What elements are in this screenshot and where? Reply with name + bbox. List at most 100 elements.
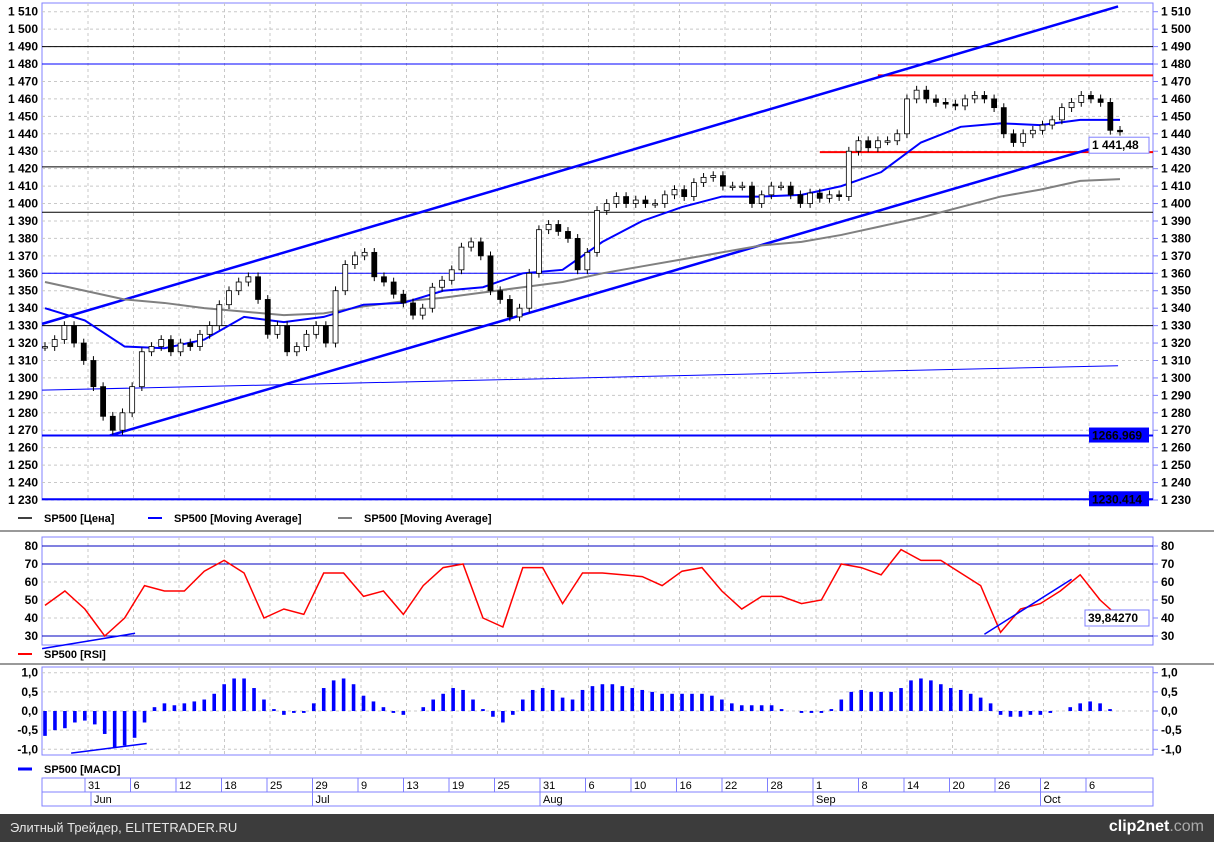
macd-bar — [311, 703, 316, 711]
candle-body — [884, 140, 891, 143]
macd-bar — [670, 693, 674, 711]
macd-bar — [809, 711, 814, 713]
price-y-tick-right: 1 360 — [1161, 266, 1191, 280]
rsi-panel-frame — [41, 536, 1154, 646]
candle-body — [206, 325, 213, 335]
macd-y-tick-right: 0,5 — [1161, 685, 1178, 699]
candle-body — [845, 150, 852, 197]
rsi-y-tick-right: 50 — [1161, 593, 1175, 607]
candle-body — [681, 189, 688, 197]
macd-bar — [899, 688, 903, 711]
candle-body — [177, 342, 184, 353]
level-label: 1266.969 — [1092, 429, 1142, 443]
price-y-tick-right: 1 250 — [1161, 458, 1191, 472]
macd-bar — [879, 691, 883, 711]
long-moving-average-line — [44, 178, 1121, 317]
price-y-tick-left: 1 450 — [8, 109, 38, 123]
macd-bar — [242, 678, 246, 711]
date-tick-label: 22 — [725, 780, 737, 792]
clip2net-logo: clip2net.com — [1109, 818, 1204, 836]
candle-body — [778, 185, 784, 189]
macd-bar — [690, 693, 694, 711]
macd-bar — [1068, 707, 1073, 711]
macd-bar — [501, 711, 505, 723]
candle-body — [235, 281, 242, 292]
candle-body — [410, 302, 416, 316]
macd-bar — [491, 711, 495, 717]
candle-body — [138, 351, 145, 388]
candle-body — [632, 199, 639, 204]
macd-bar — [540, 688, 545, 711]
macd-bar — [192, 701, 197, 711]
price-y-tick-left: 1 440 — [8, 127, 38, 141]
candle-body — [971, 95, 978, 100]
price-y-tick-left: 1 310 — [8, 353, 38, 367]
candle-body — [245, 276, 252, 283]
date-tick-label: 16 — [680, 780, 692, 792]
price-y-tick-left: 1 460 — [8, 92, 38, 106]
candle-body — [690, 182, 697, 197]
candle-body — [574, 238, 581, 271]
price-y-tick-left: 1 490 — [8, 40, 38, 54]
candle-body — [1000, 107, 1007, 135]
month-label: Oct — [1044, 794, 1061, 806]
macd-bar — [341, 678, 346, 711]
macd-y-tick-right: -1,0 — [1161, 742, 1182, 756]
macd-bar — [92, 711, 97, 725]
candle-body — [381, 276, 387, 283]
candle-body — [390, 281, 397, 295]
macd-bar — [1038, 711, 1043, 715]
macd-y-tick-left: -1,0 — [17, 742, 38, 756]
candle-body — [836, 194, 843, 197]
macd-y-tick-right: 1,0 — [1161, 666, 1178, 680]
price-y-tick-left: 1 350 — [8, 284, 38, 298]
date-tick-label: 6 — [589, 780, 595, 792]
price-y-tick-left: 1 400 — [8, 197, 38, 211]
macd-bar — [650, 691, 654, 711]
candle-body — [506, 299, 513, 318]
candle-body — [642, 199, 649, 204]
price-y-tick-right: 1 500 — [1161, 22, 1191, 36]
candle-body — [739, 185, 746, 189]
price-y-tick-right: 1 230 — [1161, 493, 1191, 507]
candle-body — [933, 98, 939, 103]
macd-bar — [630, 688, 635, 711]
last-price-box — [1088, 136, 1150, 154]
price-y-tick-left: 1 290 — [8, 388, 38, 402]
candle-body — [487, 255, 494, 292]
price-y-tick-right: 1 340 — [1161, 301, 1191, 315]
date-tick-label: 8 — [862, 780, 868, 792]
macd-bar — [222, 684, 226, 711]
candle-body — [787, 185, 794, 196]
macd-bar — [520, 699, 525, 711]
macd-bar — [1048, 711, 1053, 713]
price-y-tick-right: 1 420 — [1161, 162, 1191, 176]
candle-body — [119, 412, 126, 431]
month-label: Aug — [543, 794, 563, 806]
rsi-last-label: 39,84270 — [1088, 611, 1138, 625]
macd-bar — [361, 695, 366, 711]
level-label-box — [1089, 427, 1149, 443]
candle-body — [807, 192, 813, 204]
rsi-line — [44, 548, 1121, 638]
macd-bar — [720, 699, 724, 711]
candle-body — [216, 304, 223, 327]
macd-bar — [471, 699, 475, 711]
macd-bar — [73, 711, 77, 723]
candle-body — [923, 89, 930, 100]
macd-bar — [978, 697, 983, 711]
macd-bar — [580, 689, 585, 711]
price-y-tick-left: 1 380 — [8, 231, 38, 245]
macd-bar — [889, 691, 893, 711]
macd-bar — [849, 691, 854, 711]
macd-bar — [819, 711, 824, 713]
footer-bar: Элитный Трейдер, ELITETRADER.RU clip2net… — [0, 814, 1214, 842]
level-label: 1230.414 — [1092, 492, 1142, 506]
macd-bar — [779, 709, 784, 711]
legend-label: SP500 [Moving Average] — [174, 513, 302, 525]
date-tick-label: 18 — [225, 780, 237, 792]
macd-y-tick-right: 0,0 — [1161, 704, 1178, 718]
macd-bar — [948, 688, 953, 711]
rsi-trendline — [984, 578, 1072, 635]
macd-bar — [730, 703, 734, 711]
